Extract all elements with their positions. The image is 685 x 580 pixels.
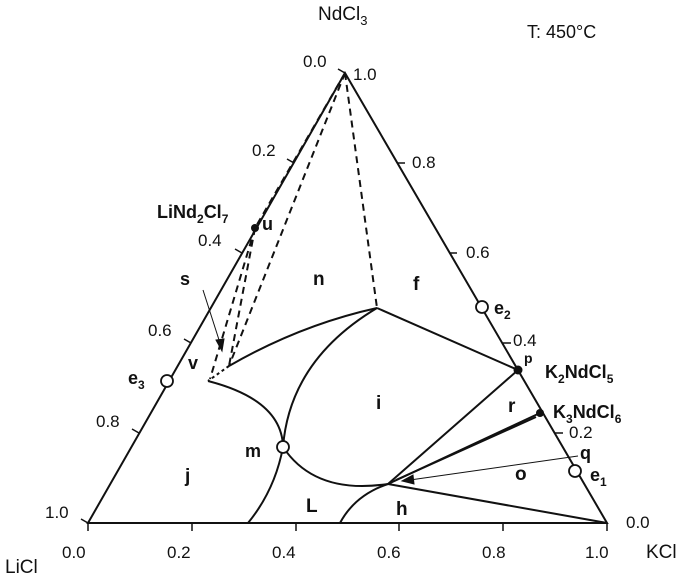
curve-h-down xyxy=(339,483,389,524)
triangle-frame xyxy=(86,70,609,524)
left-axis-labels: 0.0 0.2 0.4 0.6 0.8 1.0 xyxy=(45,52,327,522)
point-v-label: v xyxy=(188,353,198,373)
point-u-marker xyxy=(251,224,259,232)
curve-h-to-kcl xyxy=(387,483,608,524)
point-e1-label: e1 xyxy=(590,465,607,489)
left-tick-label: 0.4 xyxy=(198,231,222,250)
region-o-label: o xyxy=(515,464,527,485)
bottom-tick-label: 0.4 xyxy=(272,543,296,562)
phase-boundary-curves xyxy=(207,307,608,524)
left-axis-ticks xyxy=(80,68,346,524)
curve-m-down xyxy=(247,446,284,524)
point-p-label: p xyxy=(524,350,533,366)
point-q-label: q xyxy=(580,443,591,463)
bottom-tick-label: 0.2 xyxy=(167,543,191,562)
region-L-label: L xyxy=(306,496,318,517)
region-f-label: f xyxy=(413,274,420,295)
curve-h-to-k3-inner xyxy=(395,416,537,481)
compound-k3ndcl6-label: K3NdCl6 xyxy=(553,402,622,426)
curve-v-to-center xyxy=(228,307,378,367)
left-tick-label: 0.2 xyxy=(252,141,276,160)
region-n-label: n xyxy=(313,269,325,290)
right-tick-label: 1.0 xyxy=(353,65,377,84)
compound-k2ndcl5-label: K2NdCl5 xyxy=(545,362,614,386)
left-tick-label: 0.0 xyxy=(303,52,327,71)
point-s-label: s xyxy=(180,269,190,289)
curve-e3-to-m xyxy=(207,380,284,448)
right-axis-ticks xyxy=(397,162,563,434)
temperature-label: T: 450°C xyxy=(527,22,596,42)
bottom-axis-labels: 0.0 0.2 0.4 0.6 0.8 1.0 xyxy=(62,543,609,562)
right-tick-label: 0.2 xyxy=(569,423,593,442)
pointer-q-arrowhead xyxy=(400,474,415,485)
left-tick-label: 0.6 xyxy=(148,321,172,340)
point-e2-label: e2 xyxy=(494,298,511,322)
bottom-tick-label: 0.0 xyxy=(62,543,86,562)
right-tick-label: 0.8 xyxy=(412,153,436,172)
bottom-axis-ticks xyxy=(87,523,608,531)
point-m-label: m xyxy=(245,441,261,461)
point-p-marker xyxy=(513,365,523,375)
point-e3-label: e3 xyxy=(128,368,145,392)
right-tick-label: 0.4 xyxy=(513,331,537,350)
corner-label-left: LiCl xyxy=(5,557,38,578)
pointer-lines xyxy=(202,289,579,485)
point-k3ndcl6-marker xyxy=(536,409,544,417)
point-m-marker xyxy=(276,440,290,454)
compound-lind2cl7-label: LiNd2Cl7 xyxy=(157,202,229,226)
point-e3-marker xyxy=(160,374,174,388)
pointer-s xyxy=(202,289,221,344)
bottom-tick-label: 0.8 xyxy=(482,543,506,562)
corner-label-top: NdCl3 xyxy=(318,4,367,28)
right-tick-label: 0.0 xyxy=(626,513,650,532)
curve-m-to-h xyxy=(282,446,389,488)
bottom-tick-label: 0.6 xyxy=(377,543,401,562)
region-i-label: i xyxy=(376,393,381,414)
open-points xyxy=(160,300,582,478)
point-e1-marker xyxy=(568,464,582,478)
point-u-label: u xyxy=(262,214,273,234)
region-r-label: r xyxy=(508,396,516,417)
solid-points xyxy=(251,224,544,417)
corner-label-right: KCl xyxy=(646,542,677,563)
left-tick-label: 0.8 xyxy=(96,412,120,431)
pointer-s-arrowhead xyxy=(215,338,225,353)
dashed-tie-lines xyxy=(207,72,378,382)
left-tick-label: 1.0 xyxy=(45,503,69,522)
curve-center-to-p xyxy=(376,307,519,371)
right-tick-label: 0.6 xyxy=(466,243,490,262)
right-axis-labels: 1.0 0.8 0.6 0.4 0.2 0.0 xyxy=(353,65,650,532)
curve-h-to-p xyxy=(387,369,519,485)
point-e2-marker xyxy=(475,300,489,314)
curve-center-to-m xyxy=(282,307,378,448)
region-h-label: h xyxy=(396,499,408,520)
region-j-label: j xyxy=(184,466,190,487)
pointer-q xyxy=(409,455,579,481)
bottom-tick-label: 1.0 xyxy=(585,543,609,562)
